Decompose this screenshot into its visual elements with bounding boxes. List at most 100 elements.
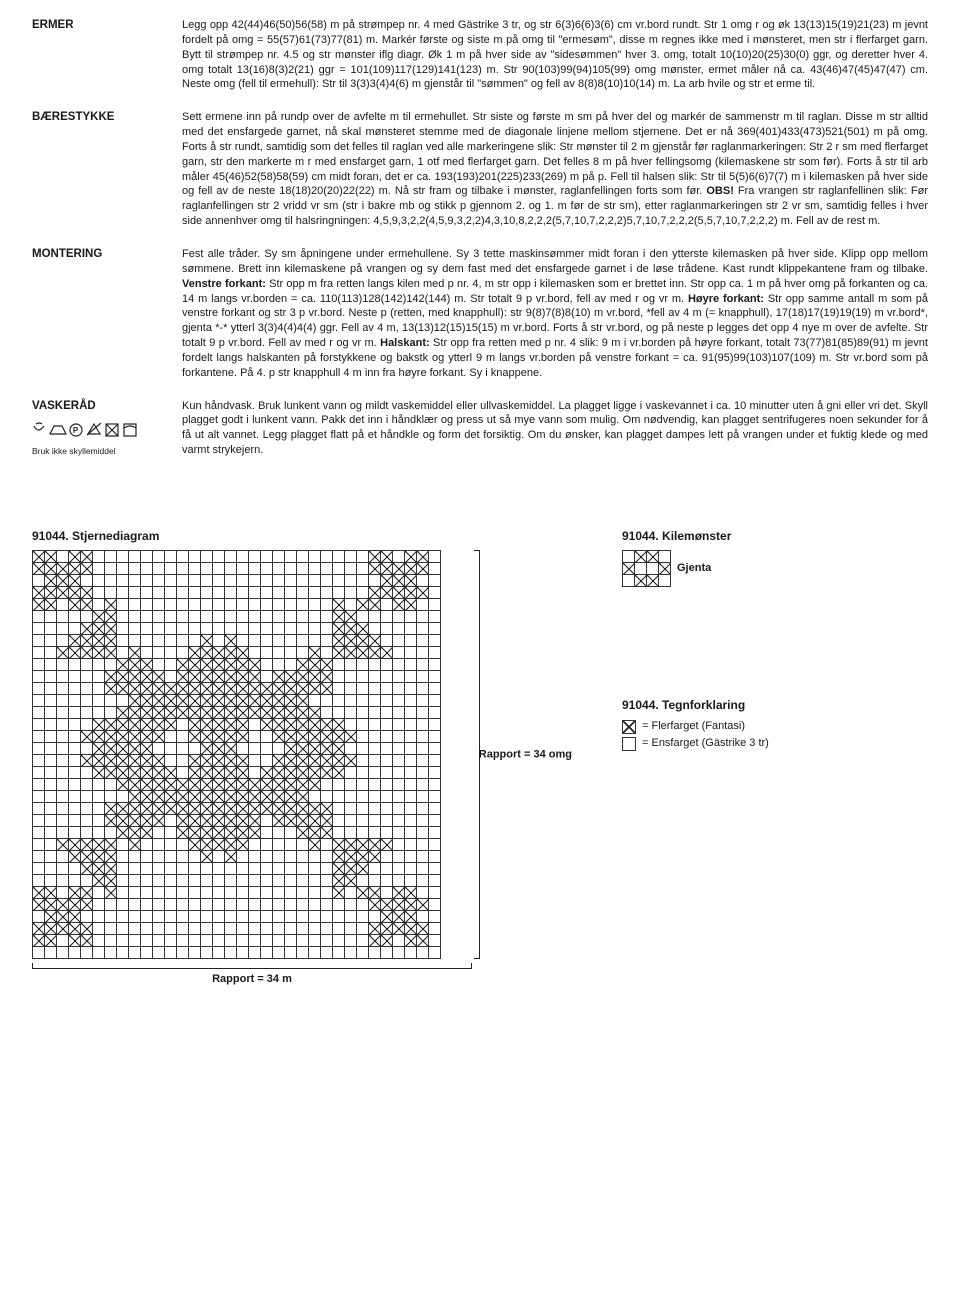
chart-cell (69, 563, 81, 575)
chart-cell (45, 671, 57, 683)
chart-cell (189, 731, 201, 743)
chart-cell (345, 671, 357, 683)
vaskeraad-label-col: VASKERÅD P Bruk ikke skyllemiddel (32, 399, 182, 458)
chart-cell (381, 563, 393, 575)
chart-cell (129, 827, 141, 839)
chart-cell (177, 839, 189, 851)
chart-cell (321, 647, 333, 659)
chart-cell (201, 863, 213, 875)
chart-cell (117, 923, 129, 935)
chart-cell (105, 707, 117, 719)
chart-cell (189, 587, 201, 599)
chart-cell (213, 563, 225, 575)
chart-cell (81, 791, 93, 803)
chart-cell (309, 611, 321, 623)
chart-cell (105, 791, 117, 803)
chart-cell (177, 683, 189, 695)
chart-cell (297, 791, 309, 803)
chart-cell (321, 875, 333, 887)
chart-cell (213, 815, 225, 827)
chart-cell (45, 803, 57, 815)
chart-cell (249, 863, 261, 875)
chart-cell (225, 767, 237, 779)
chart-cell (345, 947, 357, 959)
chart-cell (623, 575, 635, 587)
baerestykke-text: Sett ermene inn på rundp over de avfelte… (182, 110, 928, 229)
chart-cell (273, 899, 285, 911)
chart-cell (321, 551, 333, 563)
chart-cell (273, 923, 285, 935)
chart-cell (45, 719, 57, 731)
chart-cell (297, 659, 309, 671)
chart-cell (177, 575, 189, 587)
chart-cell (201, 767, 213, 779)
chart-cell (165, 755, 177, 767)
chart-cell (141, 575, 153, 587)
chart-cell (177, 551, 189, 563)
vaskeraad-label: VASKERÅD (32, 400, 96, 412)
chart-cell (153, 815, 165, 827)
chart-cell (129, 635, 141, 647)
chart-cell (345, 731, 357, 743)
chart-cell (117, 683, 129, 695)
chart-cell (417, 815, 429, 827)
chart-cell (333, 863, 345, 875)
chart-cell (153, 767, 165, 779)
chart-cell (405, 671, 417, 683)
chart-cell (177, 755, 189, 767)
chart-cell (33, 635, 45, 647)
chart-cell (405, 899, 417, 911)
chart-cell (345, 575, 357, 587)
chart-cell (237, 863, 249, 875)
chart-cell (69, 671, 81, 683)
chart-cell (429, 551, 441, 563)
chart-cell (261, 623, 273, 635)
stjerne-title: 91044. Stjernediagram (32, 528, 472, 544)
chart-cell (417, 827, 429, 839)
chart-cell (93, 743, 105, 755)
chart-cell (213, 587, 225, 599)
chart-cell (165, 671, 177, 683)
chart-cell (417, 587, 429, 599)
chart-cell (117, 947, 129, 959)
chart-cell (285, 875, 297, 887)
chart-cell (81, 863, 93, 875)
chart-cell (285, 839, 297, 851)
chart-cell (369, 863, 381, 875)
chart-cell (429, 683, 441, 695)
chart-cell (165, 647, 177, 659)
chart-cell (177, 635, 189, 647)
chart-cell (141, 803, 153, 815)
chart-cell (81, 647, 93, 659)
chart-cell (369, 719, 381, 731)
chart-cell (249, 623, 261, 635)
chart-cell (69, 623, 81, 635)
chart-cell (405, 659, 417, 671)
chart-cell (57, 851, 69, 863)
chart-cell (261, 695, 273, 707)
chart-cell (165, 599, 177, 611)
chart-cell (33, 575, 45, 587)
chart-cell (369, 875, 381, 887)
chart-cell (357, 575, 369, 587)
chart-cell (297, 851, 309, 863)
chart-cell (201, 887, 213, 899)
chart-cell (345, 887, 357, 899)
chart-cell (201, 779, 213, 791)
chart-cell (33, 707, 45, 719)
chart-cell (213, 767, 225, 779)
chart-cell (81, 551, 93, 563)
chart-cell (237, 827, 249, 839)
chart-cell (165, 791, 177, 803)
chart-cell (189, 851, 201, 863)
chart-cell (225, 899, 237, 911)
chart-cell (249, 695, 261, 707)
chart-cell (45, 875, 57, 887)
chart-cell (249, 851, 261, 863)
chart-cell (165, 575, 177, 587)
chart-cell (57, 815, 69, 827)
chart-cell (33, 611, 45, 623)
chart-cell (129, 923, 141, 935)
chart-cell (321, 755, 333, 767)
chart-cell (345, 863, 357, 875)
